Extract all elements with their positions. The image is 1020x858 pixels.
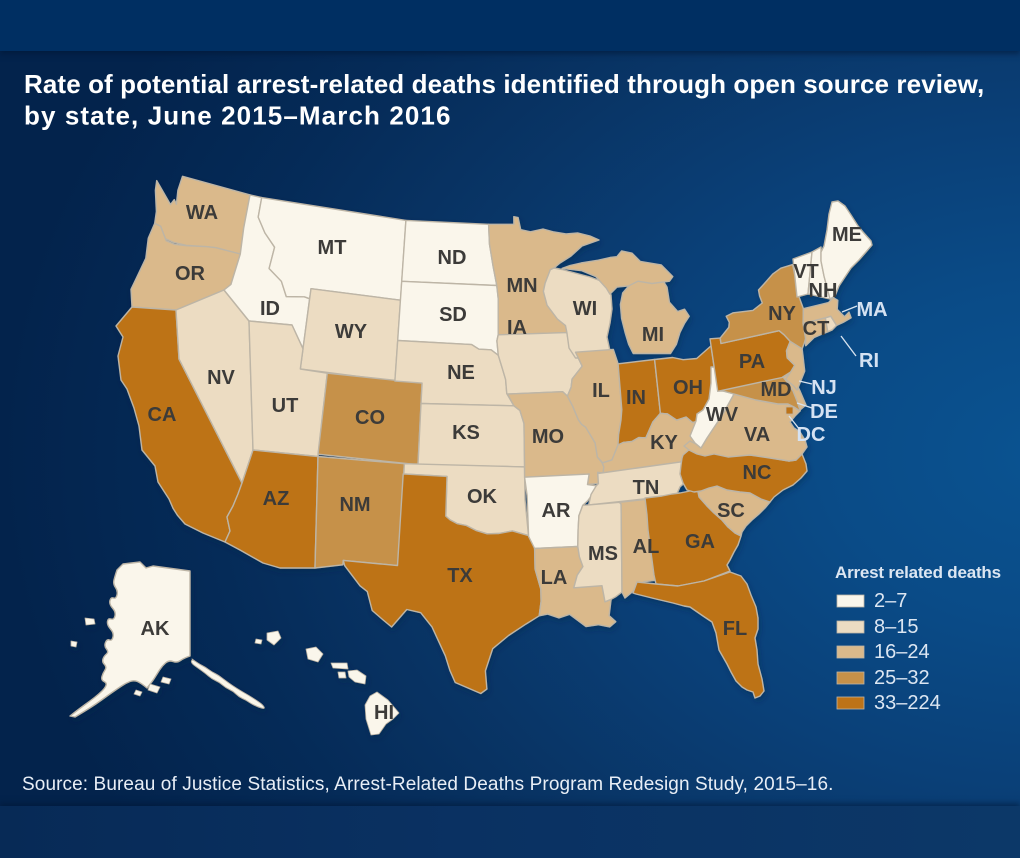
svg-text:CT: CT bbox=[803, 318, 830, 340]
svg-text:DC: DC bbox=[797, 424, 826, 446]
svg-text:RI: RI bbox=[859, 350, 879, 372]
svg-text:NJ: NJ bbox=[811, 377, 837, 399]
svg-text:MO: MO bbox=[532, 426, 564, 448]
svg-text:UT: UT bbox=[272, 395, 299, 417]
svg-text:AL: AL bbox=[633, 536, 660, 558]
svg-text:2–7: 2–7 bbox=[874, 590, 907, 612]
svg-text:MA: MA bbox=[856, 299, 887, 321]
svg-text:16–24: 16–24 bbox=[874, 641, 930, 663]
svg-text:CA: CA bbox=[148, 404, 177, 426]
svg-text:ID: ID bbox=[260, 298, 280, 320]
svg-text:MT: MT bbox=[318, 237, 347, 259]
svg-text:VA: VA bbox=[744, 424, 770, 446]
svg-text:Arrest related deaths: Arrest related deaths bbox=[835, 563, 1001, 582]
svg-text:MI: MI bbox=[642, 324, 664, 346]
svg-text:DE: DE bbox=[810, 401, 838, 423]
svg-text:IA: IA bbox=[507, 317, 527, 339]
svg-text:VT: VT bbox=[793, 261, 819, 283]
svg-text:OH: OH bbox=[673, 377, 703, 399]
svg-text:8–15: 8–15 bbox=[874, 616, 919, 638]
svg-text:FL: FL bbox=[723, 618, 747, 640]
svg-text:TX: TX bbox=[447, 565, 473, 587]
svg-text:PA: PA bbox=[739, 351, 765, 373]
svg-text:IL: IL bbox=[592, 380, 610, 402]
svg-text:MD: MD bbox=[760, 379, 791, 401]
svg-text:AZ: AZ bbox=[263, 488, 290, 510]
svg-text:NE: NE bbox=[447, 362, 475, 384]
svg-text:CO: CO bbox=[355, 407, 385, 429]
svg-text:SD: SD bbox=[439, 304, 467, 326]
svg-text:ND: ND bbox=[438, 247, 467, 269]
svg-text:GA: GA bbox=[685, 531, 715, 553]
svg-text:KS: KS bbox=[452, 422, 480, 444]
svg-text:NY: NY bbox=[768, 303, 796, 325]
svg-text:WI: WI bbox=[573, 298, 597, 320]
svg-text:KY: KY bbox=[650, 432, 678, 454]
svg-text:WV: WV bbox=[706, 404, 739, 426]
svg-text:NH: NH bbox=[809, 280, 838, 302]
svg-text:Source: Bureau of Justice Stat: Source: Bureau of Justice Statistics, Ar… bbox=[22, 774, 834, 795]
svg-text:NV: NV bbox=[207, 367, 235, 389]
svg-text:by state, June 2015–March 2016: by state, June 2015–March 2016 bbox=[24, 101, 452, 131]
svg-text:WA: WA bbox=[186, 202, 218, 224]
svg-text:MS: MS bbox=[588, 543, 618, 565]
svg-text:OK: OK bbox=[467, 486, 498, 508]
svg-text:OR: OR bbox=[175, 263, 206, 285]
svg-text:Rate of potential arrest-relat: Rate of potential arrest-related deaths … bbox=[24, 69, 984, 99]
svg-text:HI: HI bbox=[374, 702, 394, 724]
svg-text:WY: WY bbox=[335, 321, 368, 343]
svg-text:ME: ME bbox=[832, 224, 862, 246]
svg-text:AR: AR bbox=[542, 500, 571, 522]
svg-text:NM: NM bbox=[339, 494, 370, 516]
svg-text:NC: NC bbox=[743, 462, 772, 484]
svg-text:33–224: 33–224 bbox=[874, 692, 941, 714]
svg-text:AK: AK bbox=[141, 618, 170, 640]
svg-text:LA: LA bbox=[541, 567, 568, 589]
svg-text:SC: SC bbox=[717, 500, 745, 522]
svg-text:MN: MN bbox=[506, 275, 537, 297]
svg-text:TN: TN bbox=[633, 477, 660, 499]
svg-text:IN: IN bbox=[626, 387, 646, 409]
svg-text:25–32: 25–32 bbox=[874, 667, 930, 689]
